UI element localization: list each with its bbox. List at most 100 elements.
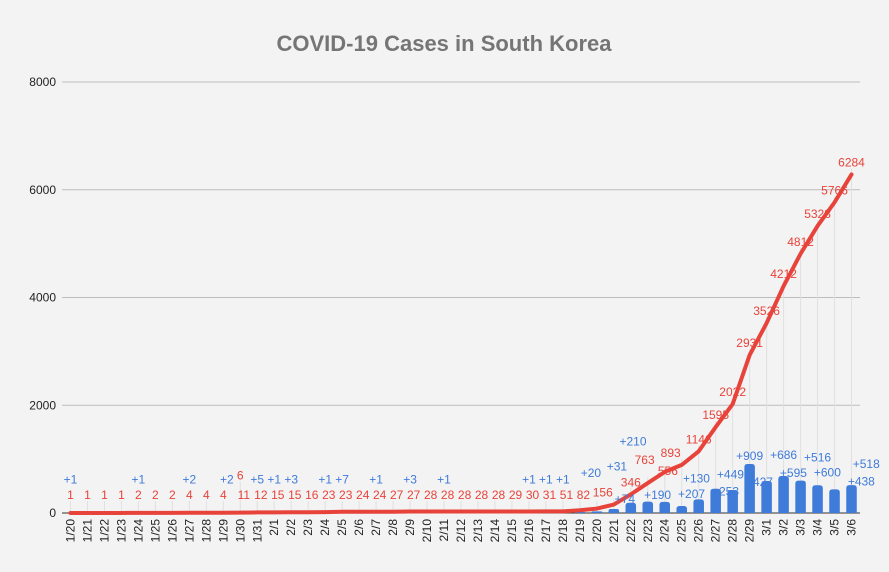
bar bbox=[778, 476, 789, 513]
x-tick-label: 3/3 bbox=[794, 519, 808, 536]
total-cases-label: 24 bbox=[373, 488, 387, 502]
total-cases-label: 1595 bbox=[702, 408, 729, 422]
total-cases-label: 6284 bbox=[838, 155, 865, 169]
y-tick-label: 4000 bbox=[29, 291, 56, 305]
total-cases-label: 30 bbox=[526, 488, 540, 502]
total-cases-label: 2931 bbox=[736, 336, 763, 350]
x-tick-label: 2/27 bbox=[709, 519, 723, 543]
x-tick-label: 2/15 bbox=[505, 519, 519, 543]
new-cases-label: +5 bbox=[250, 473, 264, 487]
y-tick-label: 8000 bbox=[29, 75, 56, 89]
total-cases-label: 4 bbox=[220, 488, 227, 502]
x-tick-label: 1/21 bbox=[80, 519, 94, 543]
x-tick-label: 2/23 bbox=[641, 519, 655, 543]
x-tick-label: 1/31 bbox=[250, 519, 264, 543]
total-cases-label: 893 bbox=[661, 446, 681, 460]
total-cases-label: 556 bbox=[658, 464, 678, 478]
new-cases-label: +438 bbox=[848, 474, 875, 488]
new-cases-label: +909 bbox=[736, 449, 763, 463]
new-cases-label: +516 bbox=[804, 451, 831, 465]
y-axis-ticks: 0 2000 4000 6000 8000 bbox=[29, 75, 56, 520]
total-cases-label: 24 bbox=[356, 488, 370, 502]
bar bbox=[761, 480, 772, 513]
new-cases-label: +2 bbox=[220, 473, 234, 487]
x-tick-label: 3/6 bbox=[845, 519, 859, 536]
total-cases-label: 2 bbox=[135, 488, 142, 502]
bar bbox=[710, 488, 721, 513]
bar bbox=[812, 485, 823, 513]
total-cases-label: 1 bbox=[101, 488, 108, 502]
new-cases-label: +2 bbox=[182, 473, 196, 487]
x-tick-label: 2/14 bbox=[488, 519, 502, 543]
total-cases-label: 28 bbox=[424, 488, 438, 502]
total-cases-label: 27 bbox=[407, 488, 421, 502]
new-cases-label: +1 bbox=[64, 473, 78, 487]
label-leaders bbox=[69, 168, 853, 513]
total-cases-label: 3526 bbox=[753, 304, 780, 318]
new-cases-label: +1 bbox=[522, 473, 536, 487]
new-cases-label: +1 bbox=[556, 473, 570, 487]
x-tick-label: 2/5 bbox=[335, 519, 349, 536]
x-tick-label: 2/25 bbox=[675, 519, 689, 543]
total-cases-label: 51 bbox=[560, 488, 574, 502]
new-cases-label: +190 bbox=[644, 488, 671, 502]
total-cases-label: 27 bbox=[390, 488, 404, 502]
total-cases-label: 4812 bbox=[787, 235, 814, 249]
total-cases-label: 29 bbox=[509, 488, 523, 502]
y-tick-label: 0 bbox=[49, 506, 56, 520]
bar bbox=[829, 489, 840, 513]
y-tick-label: 6000 bbox=[29, 183, 56, 197]
x-tick-label: 2/2 bbox=[284, 519, 298, 536]
x-tick-label: 3/1 bbox=[760, 519, 774, 536]
x-tick-label: 2/16 bbox=[522, 519, 536, 543]
x-tick-label: 2/18 bbox=[556, 519, 570, 543]
total-cases-label: 31 bbox=[543, 488, 557, 502]
new-cases-label: +427 bbox=[746, 475, 773, 489]
bar bbox=[591, 511, 603, 513]
new-cases-label: +686 bbox=[770, 448, 797, 462]
x-tick-label: 2/11 bbox=[437, 519, 451, 542]
total-cases-label: 763 bbox=[635, 453, 655, 467]
total-cases-label: 23 bbox=[322, 488, 336, 502]
new-cases-label: +253 bbox=[712, 484, 739, 498]
x-tick-label: 1/23 bbox=[114, 519, 128, 543]
x-tick-label: 2/3 bbox=[301, 519, 315, 536]
x-tick-label: 2/26 bbox=[692, 519, 706, 543]
x-tick-label: 2/20 bbox=[590, 519, 604, 543]
x-tick-label: 3/4 bbox=[811, 519, 825, 536]
x-tick-label: 1/28 bbox=[199, 519, 213, 543]
new-cases-label: +3 bbox=[403, 473, 417, 487]
bar bbox=[642, 501, 654, 513]
new-cases-label: +207 bbox=[678, 487, 705, 501]
total-cases-label: 2 bbox=[169, 488, 176, 502]
new-cases-label: +210 bbox=[620, 435, 647, 449]
x-tick-label: 2/8 bbox=[386, 519, 400, 536]
bar bbox=[608, 509, 620, 513]
new-cases-label: +1 bbox=[267, 473, 281, 487]
line-series-total-cases bbox=[68, 172, 854, 515]
total-cases-label: 2 bbox=[152, 488, 159, 502]
line-path bbox=[68, 172, 854, 515]
x-tick-label: 1/30 bbox=[233, 519, 247, 543]
x-tick-label: 1/26 bbox=[165, 519, 179, 543]
new-cases-label: +1 bbox=[132, 473, 146, 487]
new-cases-label: +1 bbox=[369, 473, 383, 487]
bar bbox=[846, 485, 857, 513]
new-cases-label: +1 bbox=[437, 473, 451, 487]
new-cases-label: +449 bbox=[717, 467, 744, 481]
x-tick-label: 2/22 bbox=[624, 519, 638, 543]
total-cases-label: 1146 bbox=[686, 432, 712, 446]
new-cases-label: +518 bbox=[853, 457, 880, 471]
x-tick-label: 1/22 bbox=[97, 519, 111, 543]
bar bbox=[727, 489, 738, 513]
x-axis-ticks: 1/20 1/21 1/22 1/23 1/24 1/25 1/26 1/27 1/28 1/29… bbox=[63, 519, 858, 543]
new-cases-label: +1 bbox=[539, 473, 553, 487]
x-tick-label: 1/25 bbox=[148, 519, 162, 543]
new-cases-label: +7 bbox=[335, 473, 349, 487]
x-tick-label: 2/13 bbox=[471, 519, 485, 543]
total-cases-label: 82 bbox=[577, 488, 591, 502]
bar bbox=[693, 499, 704, 513]
x-tick-label: 2/17 bbox=[539, 519, 553, 543]
x-tick-label: 2/12 bbox=[454, 519, 468, 543]
